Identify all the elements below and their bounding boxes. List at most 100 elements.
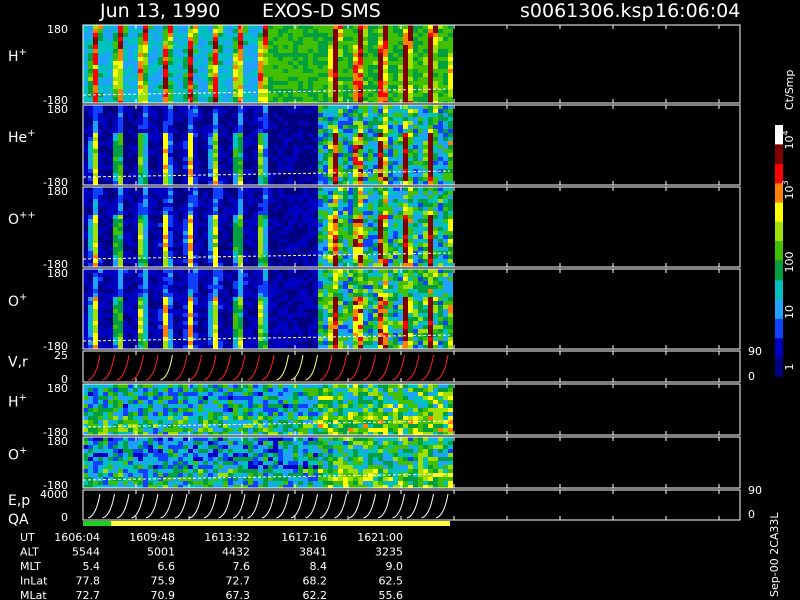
spectrogram-cell bbox=[88, 273, 93, 277]
spectrogram-cell bbox=[128, 97, 133, 101]
spectrogram-cell bbox=[188, 165, 193, 169]
spectrogram-cell bbox=[448, 235, 453, 239]
spectrogram-cell bbox=[363, 199, 368, 203]
spectrogram-cell bbox=[123, 317, 128, 321]
spectrogram-cell bbox=[403, 61, 408, 65]
spectrogram-cell bbox=[188, 341, 193, 345]
spectrogram-cell bbox=[383, 219, 388, 223]
spectrogram-cell bbox=[383, 243, 388, 247]
spectrogram-cell bbox=[333, 247, 338, 251]
spectrogram-cell bbox=[353, 65, 358, 69]
spectrogram-cell bbox=[213, 33, 218, 37]
spectrogram-cell bbox=[223, 165, 228, 169]
spectrogram-cell bbox=[378, 199, 383, 203]
spectrogram-cell bbox=[133, 129, 138, 133]
spectrogram-cell bbox=[433, 223, 438, 227]
spectrogram-cell bbox=[138, 345, 143, 349]
spectrogram-cell bbox=[298, 247, 303, 251]
spectrogram-cell bbox=[113, 85, 118, 89]
spectrogram-cell bbox=[223, 69, 228, 73]
spectrogram-cell bbox=[448, 263, 453, 267]
spectrogram-cell bbox=[188, 289, 193, 293]
spectrogram-cell bbox=[88, 45, 93, 49]
spectrogram-cell bbox=[148, 129, 153, 133]
spectrogram-cell bbox=[163, 37, 168, 41]
spectrogram-cell bbox=[98, 149, 103, 153]
spectrogram-cell bbox=[433, 41, 438, 45]
spectrogram-cell bbox=[108, 195, 113, 199]
spectrogram-cell bbox=[193, 61, 198, 65]
spectrogram-cell bbox=[183, 321, 188, 325]
spectrogram-cell bbox=[398, 243, 403, 247]
spectrogram-cell bbox=[203, 33, 208, 37]
spectrogram-cell bbox=[143, 333, 148, 337]
spectrogram-cell bbox=[278, 149, 283, 153]
spectrogram-cell bbox=[233, 61, 238, 65]
spectrogram-cell bbox=[88, 105, 93, 109]
spectrogram-cell bbox=[208, 239, 213, 243]
spectrogram-cell bbox=[298, 251, 303, 255]
spectrogram-cell bbox=[358, 141, 363, 145]
spectrogram-cell bbox=[448, 89, 453, 93]
spectrogram-cell bbox=[243, 247, 248, 251]
spectrogram-cell bbox=[118, 177, 123, 181]
spectrogram-cell bbox=[138, 65, 143, 69]
spectrogram-cell bbox=[408, 57, 413, 61]
spectrogram-cell bbox=[83, 57, 88, 61]
spectrogram-cell bbox=[123, 305, 128, 309]
spectrogram-cell bbox=[108, 53, 113, 57]
spectrogram-cell bbox=[358, 25, 363, 29]
spectrogram-cell bbox=[358, 207, 363, 211]
spectrogram-cell bbox=[143, 85, 148, 89]
spectrogram-cell bbox=[168, 53, 173, 57]
spectrogram-cell bbox=[448, 153, 453, 157]
spectrogram-cell bbox=[373, 25, 378, 29]
spectrogram-cell bbox=[88, 345, 93, 349]
spectrogram-cell bbox=[168, 195, 173, 199]
spectrogram-cell bbox=[433, 259, 438, 263]
spectrogram-cell bbox=[243, 199, 248, 203]
spectrogram-cell bbox=[423, 263, 428, 267]
spectrogram-cell bbox=[373, 65, 378, 69]
spectrogram-cell bbox=[323, 141, 328, 145]
spectrogram-cell bbox=[448, 117, 453, 121]
spectrogram-cell bbox=[193, 333, 198, 337]
spectrogram-cell bbox=[188, 235, 193, 239]
spectrogram-cell bbox=[263, 211, 268, 215]
spectrogram-cell bbox=[338, 195, 343, 199]
spectrogram-cell bbox=[348, 239, 353, 243]
spectrogram-cell bbox=[358, 191, 363, 195]
spectrogram-cell bbox=[138, 223, 143, 227]
spectrogram-cell bbox=[378, 263, 383, 267]
spectrogram-cell bbox=[108, 73, 113, 77]
spectrogram-cell bbox=[288, 169, 293, 173]
spectrogram-cell bbox=[188, 37, 193, 41]
spectrogram-cell bbox=[88, 187, 93, 191]
spectrogram-cell bbox=[178, 273, 183, 277]
spectrogram-cell bbox=[143, 195, 148, 199]
spectrogram-cell bbox=[448, 211, 453, 215]
spectrogram-cell bbox=[138, 49, 143, 53]
spectrogram-cell bbox=[268, 145, 273, 149]
spectrogram-cell bbox=[238, 89, 243, 93]
spectrogram-cell bbox=[88, 211, 93, 215]
spectrogram-cell bbox=[198, 251, 203, 255]
spectrogram-cell bbox=[213, 149, 218, 153]
spectrogram-cell bbox=[143, 293, 148, 297]
spectrogram-cell bbox=[103, 129, 108, 133]
spectrogram-cell bbox=[273, 141, 278, 145]
spectrogram-cell bbox=[223, 177, 228, 181]
spectrogram-cell bbox=[143, 239, 148, 243]
spectrogram-cell bbox=[258, 149, 263, 153]
spectrogram-cell bbox=[333, 125, 338, 129]
spectrogram-cell bbox=[433, 133, 438, 137]
spectrogram-cell bbox=[168, 325, 173, 329]
spectrogram-cell bbox=[173, 141, 178, 145]
spectrogram-cell bbox=[248, 153, 253, 157]
spectrogram-cell bbox=[293, 29, 298, 33]
spectrogram-cell bbox=[123, 133, 128, 137]
spectrogram-cell bbox=[113, 149, 118, 153]
spectrogram-cell bbox=[433, 191, 438, 195]
spectrogram-cell bbox=[248, 223, 253, 227]
panel-label-text: He bbox=[8, 130, 27, 146]
